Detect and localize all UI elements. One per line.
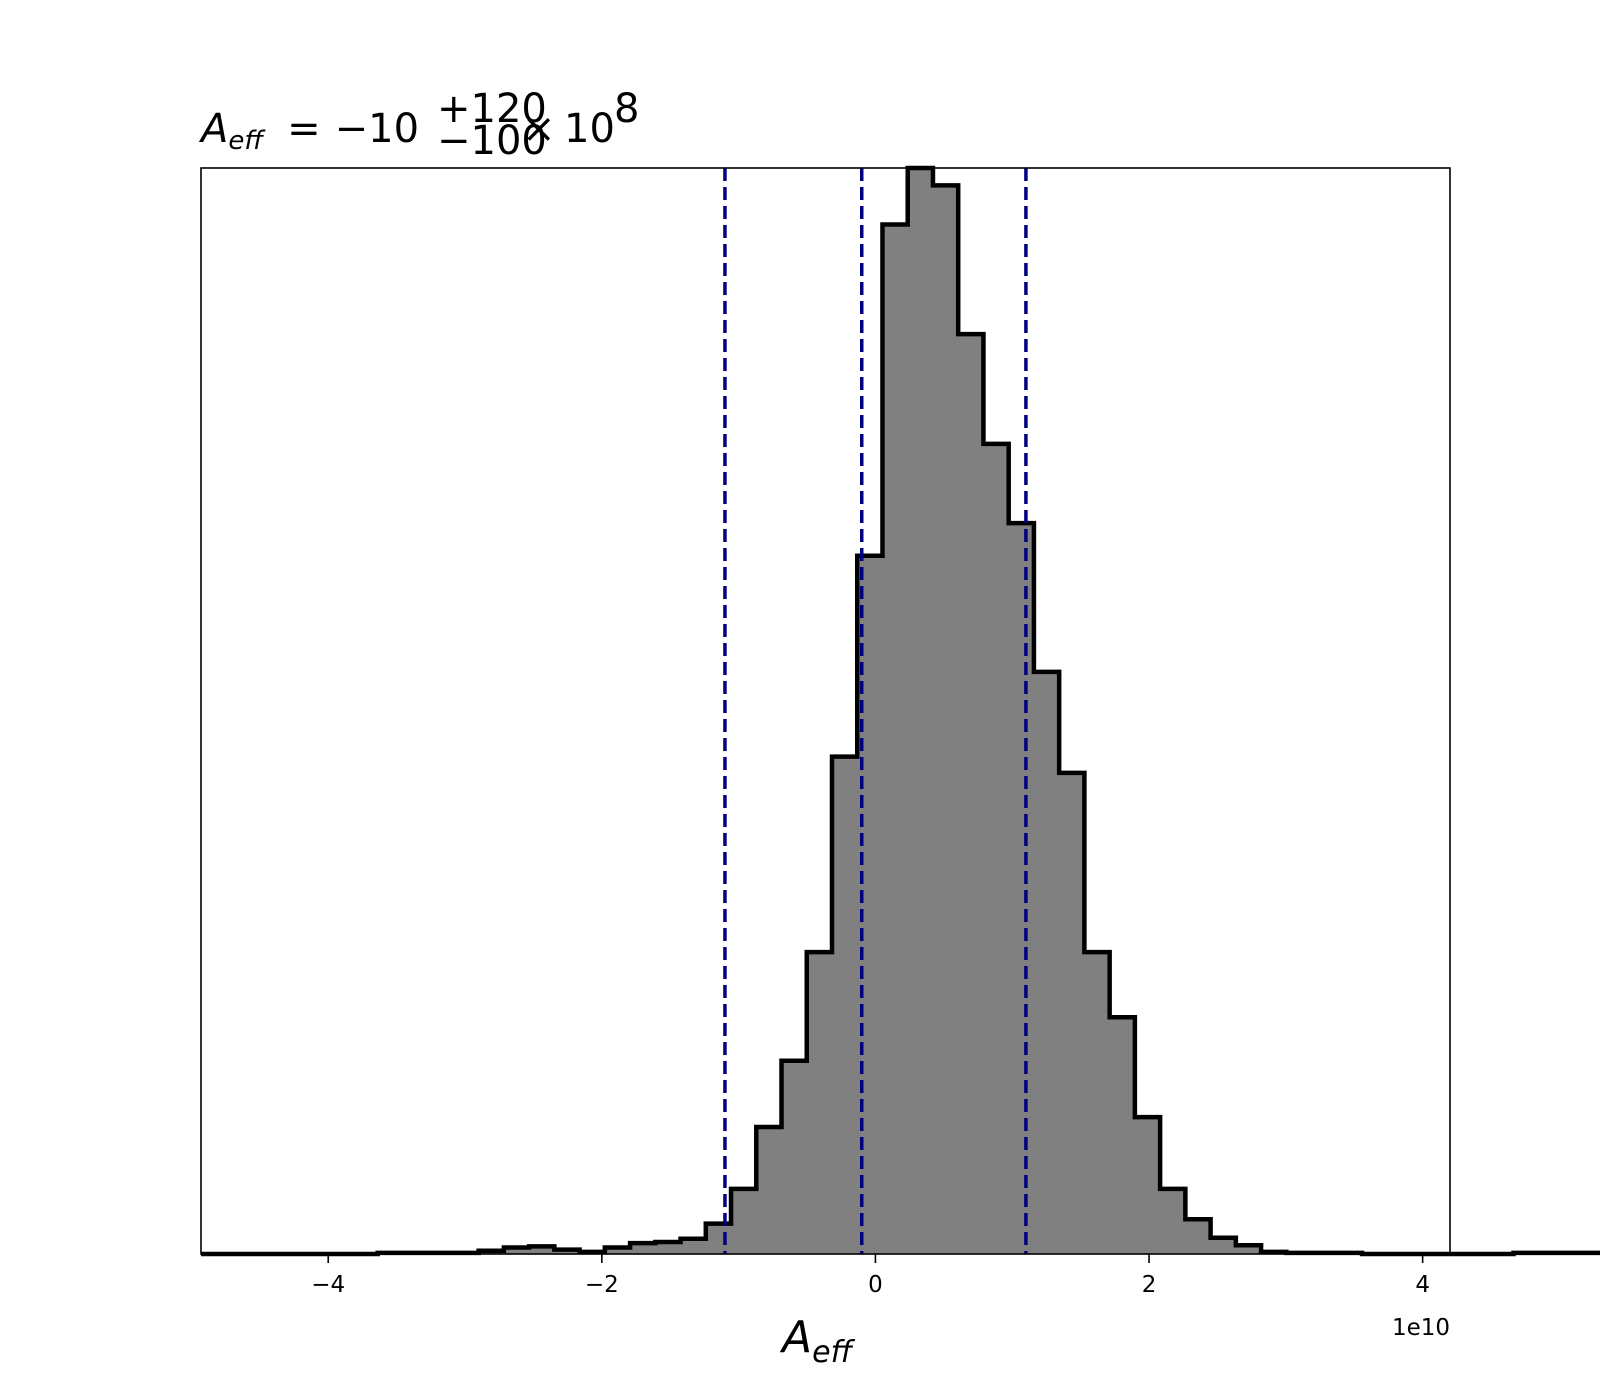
histogram-bar bbox=[882, 224, 909, 1254]
histogram-bar bbox=[655, 1242, 682, 1254]
x-tick-label: 4 bbox=[1415, 1272, 1430, 1298]
histogram-bar bbox=[1084, 952, 1111, 1254]
title-equals: = bbox=[287, 106, 321, 152]
histogram-bar bbox=[680, 1238, 707, 1254]
title-minus-error: −100 bbox=[437, 118, 547, 164]
histogram-bar bbox=[781, 1060, 808, 1254]
title-plus-error: +120 bbox=[437, 86, 547, 132]
histogram-bar bbox=[831, 756, 858, 1254]
histogram-bars bbox=[377, 168, 1600, 1255]
x-tick-label: 0 bbox=[868, 1272, 883, 1298]
histogram-outline bbox=[201, 165, 1600, 1257]
histogram-bar bbox=[529, 1246, 555, 1254]
title-exponent: 8 bbox=[614, 86, 639, 132]
histogram-bar bbox=[1160, 1188, 1186, 1254]
x-axis-ticks: −4 −2 0 2 4 bbox=[311, 1254, 1430, 1298]
histogram-bar bbox=[1109, 1017, 1136, 1254]
x-tick-label: −4 bbox=[311, 1272, 345, 1298]
histogram-bar bbox=[604, 1247, 631, 1254]
histogram-bar bbox=[630, 1243, 656, 1254]
x-axis-label-subscript: eff bbox=[812, 1335, 855, 1370]
histogram-bar bbox=[907, 168, 934, 1254]
x-axis-label-symbol: A bbox=[779, 1312, 812, 1363]
x-axis-label: Aeff bbox=[779, 1312, 856, 1370]
histogram-bar bbox=[756, 1126, 783, 1254]
x-axis-offset-text: 1e10 bbox=[1392, 1315, 1450, 1341]
title-symbol-subscript: eff bbox=[228, 126, 266, 156]
histogram-bar bbox=[1185, 1219, 1212, 1254]
histogram-bar bbox=[1008, 523, 1035, 1254]
chart-title: Aeff = −10 bbox=[198, 106, 419, 156]
histogram-bar bbox=[983, 443, 1010, 1254]
title-value: −10 bbox=[335, 106, 419, 152]
interval-lines bbox=[723, 168, 1028, 1254]
histogram-bar bbox=[705, 1223, 732, 1254]
x-tick-label: 2 bbox=[1142, 1272, 1157, 1298]
histogram-bar bbox=[503, 1247, 530, 1254]
title-times: × bbox=[522, 106, 556, 152]
histogram-bar bbox=[1033, 671, 1060, 1254]
title-symbol: A bbox=[198, 106, 228, 152]
histogram-bar bbox=[731, 1188, 757, 1254]
x-tick-label: −2 bbox=[585, 1272, 619, 1298]
histogram-bar bbox=[958, 334, 984, 1255]
histogram-bar bbox=[1134, 1117, 1161, 1254]
histogram-bar bbox=[932, 185, 959, 1255]
histogram-bar bbox=[1235, 1245, 1262, 1254]
axes-frame bbox=[200, 167, 1451, 1255]
title-base: 10 bbox=[564, 106, 615, 152]
histogram-bar bbox=[806, 952, 833, 1254]
histogram-bar bbox=[1210, 1237, 1237, 1254]
histogram-bar bbox=[1059, 772, 1085, 1254]
